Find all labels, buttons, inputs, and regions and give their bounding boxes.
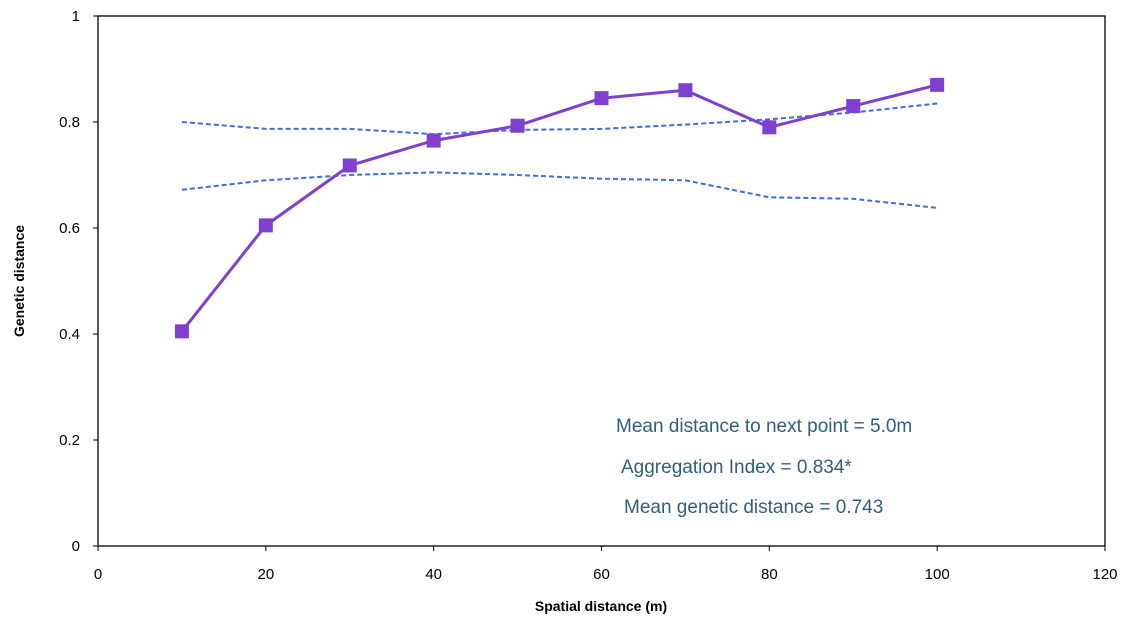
- x-tick-label: 80: [761, 566, 778, 583]
- annotation-mean-genetic-distance: Mean genetic distance = 0.743: [624, 497, 883, 518]
- data-point-marker: [426, 133, 441, 148]
- data-point-marker: [846, 99, 861, 114]
- data-point-marker: [678, 83, 693, 98]
- x-tick-label: 120: [1092, 566, 1117, 583]
- x-tick-label: 0: [94, 566, 102, 583]
- data-point-marker: [342, 158, 357, 173]
- x-tick-label: 60: [593, 566, 610, 583]
- y-tick-label: 0.6: [59, 220, 80, 237]
- annotation-aggregation-index: Aggregation Index = 0.834*: [621, 457, 852, 478]
- x-axis-ticks: 0 20 40 60 80 100 120: [94, 546, 1118, 583]
- y-axis-title: Genetic distance: [11, 225, 27, 337]
- x-tick-label: 100: [925, 566, 950, 583]
- y-tick-label: 0: [72, 538, 80, 555]
- series-layer: [174, 77, 945, 339]
- y-tick-label: 0.8: [59, 114, 80, 131]
- data-point-marker: [930, 77, 945, 92]
- confidence-bound-line: [181, 171, 938, 209]
- annotation-mean-distance: Mean distance to next point = 5.0m: [616, 416, 912, 437]
- confidence-bound-line: [181, 102, 938, 136]
- y-axis-ticks: 0 0.2 0.4 0.6 0.8 1: [59, 8, 98, 555]
- data-point-marker: [258, 218, 273, 233]
- x-tick-label: 20: [257, 566, 274, 583]
- x-tick-label: 40: [425, 566, 442, 583]
- data-point-marker: [510, 118, 525, 133]
- genetic-distance-line: [180, 83, 938, 333]
- data-point-marker: [762, 120, 777, 135]
- data-point-marker: [594, 91, 609, 106]
- y-tick-label: 1: [72, 8, 80, 25]
- x-axis-title: Spatial distance (m): [535, 598, 667, 614]
- data-point-marker: [174, 324, 189, 339]
- y-tick-label: 0.4: [59, 326, 80, 343]
- y-tick-label: 0.2: [59, 432, 80, 449]
